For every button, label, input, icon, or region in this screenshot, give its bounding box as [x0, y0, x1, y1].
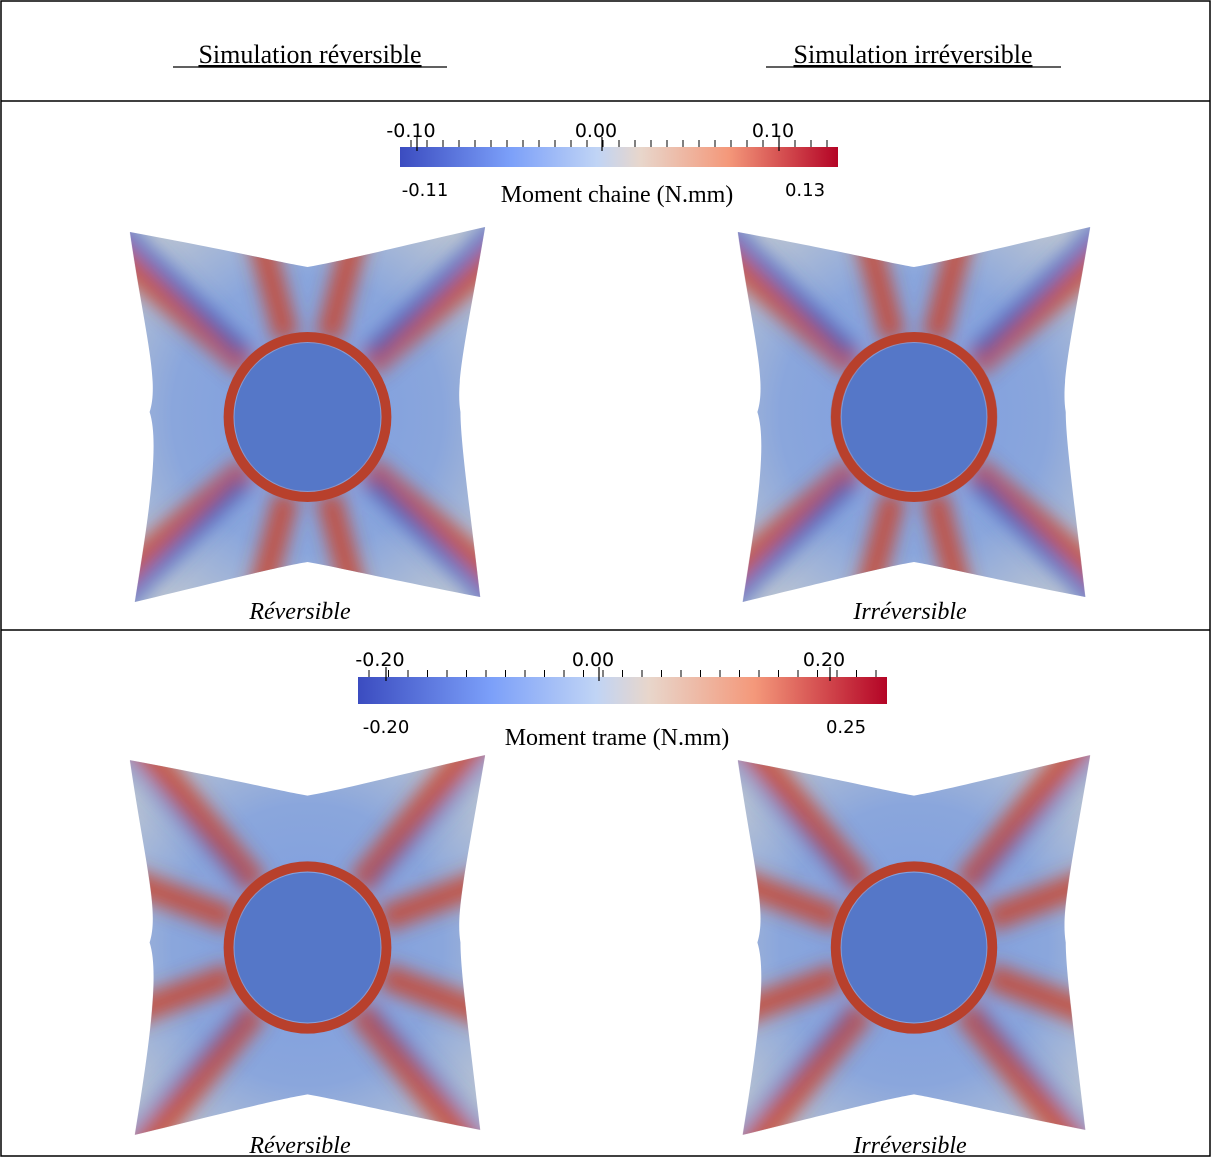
column-header: Simulation irréversible — [793, 40, 1032, 69]
stress-band — [348, 1001, 486, 1135]
punch — [234, 872, 381, 1023]
blue-band — [129, 227, 251, 360]
colorbar-min: -0.11 — [402, 180, 449, 201]
colorbar-max: 0.13 — [785, 180, 825, 201]
colorbar — [400, 147, 838, 167]
colorbar-tick-label: -0.20 — [355, 649, 404, 671]
column-header: Simulation réversible — [198, 40, 421, 69]
blue-band — [970, 755, 1091, 890]
blue-band — [737, 755, 858, 890]
stress-band — [129, 1001, 267, 1135]
stress-band — [737, 755, 874, 894]
stress-band — [348, 755, 486, 894]
colorbar-min: -0.20 — [363, 717, 410, 738]
punch-ring — [830, 861, 998, 1034]
stress-band — [954, 1001, 1091, 1135]
punch-ring — [830, 332, 998, 502]
fabric-clip — [737, 755, 1091, 1135]
stress-band — [129, 755, 267, 894]
colorbar-tick-label: 0.20 — [803, 649, 845, 671]
stress-band — [359, 458, 486, 602]
colorbar-max: 0.25 — [826, 717, 866, 738]
image-caption: Réversible — [248, 599, 351, 625]
punch — [841, 872, 987, 1023]
colorbar — [358, 677, 887, 704]
stress-band — [129, 458, 256, 602]
stress-band — [359, 227, 486, 376]
punch-ring — [223, 861, 392, 1034]
stress-band — [737, 458, 863, 602]
colorbar-tick-label: 0.00 — [575, 120, 617, 142]
punch-ring — [223, 332, 392, 502]
stress-band — [965, 458, 1091, 602]
deformed-fabric — [737, 755, 1091, 1135]
colorbar-title: Moment chaine (N.mm) — [501, 182, 734, 208]
image-caption: Irréversible — [852, 1133, 967, 1158]
deformed-fabric — [129, 755, 486, 1135]
colorbar-tick-label: -0.10 — [386, 120, 435, 142]
stress-band — [737, 1001, 874, 1135]
blue-band — [129, 755, 251, 890]
stress-band — [954, 755, 1091, 894]
punch — [234, 343, 381, 491]
stress-band — [737, 227, 863, 376]
image-caption: Réversible — [248, 1133, 351, 1158]
punch — [841, 343, 987, 491]
colorbar-title: Moment trame (N.mm) — [505, 725, 730, 751]
blue-band — [364, 755, 486, 890]
colorbar-tick-label: 0.00 — [572, 649, 614, 671]
stress-band — [129, 227, 256, 376]
blue-band — [364, 227, 486, 360]
blue-band — [737, 227, 858, 360]
stress-band — [965, 227, 1091, 376]
fabric-clip — [129, 755, 486, 1135]
image-caption: Irréversible — [852, 599, 967, 625]
blue-band — [970, 227, 1091, 360]
colorbar-tick-label: 0.10 — [752, 120, 794, 142]
